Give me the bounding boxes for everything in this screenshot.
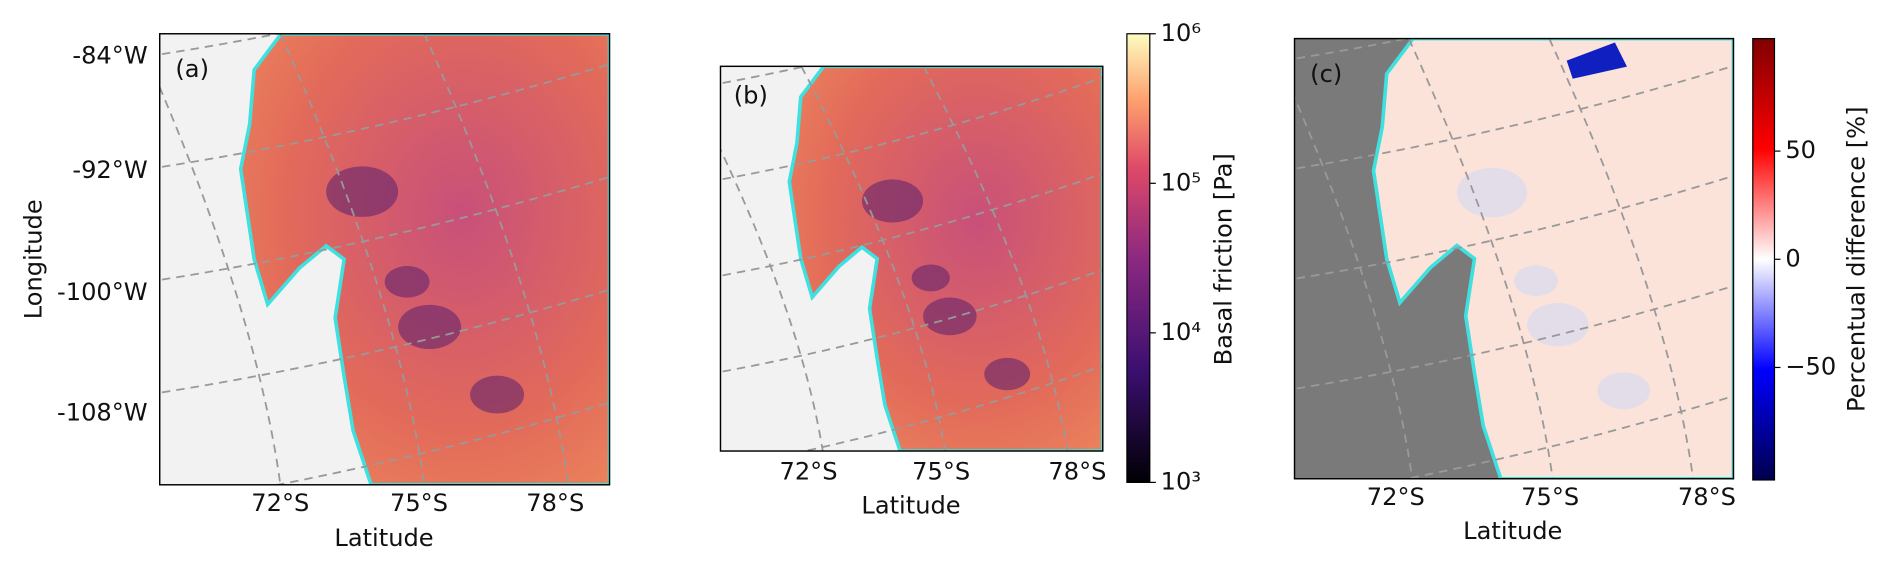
x-axis-title: Latitude <box>334 524 433 552</box>
y-tick-label: -84°W <box>72 42 147 70</box>
texture <box>1527 303 1589 347</box>
graticule <box>720 76 1103 181</box>
colorbar <box>1752 37 1776 481</box>
x-tick-label: 75°S <box>1521 483 1579 511</box>
texture <box>398 304 462 350</box>
texture <box>326 166 399 217</box>
graticule <box>1401 395 1734 479</box>
axes-frame <box>1293 37 1735 480</box>
map-panel: (b) 72°S 75°S 78°S Latitude <box>719 65 1106 519</box>
x-tick-label: 75°S <box>912 458 970 486</box>
panel-label: (c) <box>1310 60 1342 88</box>
colorbar <box>1126 33 1151 483</box>
graticule <box>279 33 426 485</box>
texture <box>1514 265 1558 297</box>
colorbar-tick-label: 50 <box>1785 136 1816 164</box>
colorbar-tick-label: 10⁴ <box>1161 318 1201 346</box>
x-tick-label: 78°S <box>526 489 584 517</box>
texture <box>1597 372 1651 410</box>
graticule <box>1294 64 1734 170</box>
axes-frame <box>159 33 611 486</box>
colorbar-tick-label: −50 <box>1785 352 1836 380</box>
ice-sheet <box>787 66 1103 452</box>
axes-frame <box>719 65 1104 452</box>
map <box>1294 38 1734 479</box>
graticule <box>922 66 1069 452</box>
graticule <box>159 288 610 394</box>
graticule <box>800 66 946 452</box>
map-panel: (c) 72°S 75°S 78°S Latitude <box>1293 37 1736 545</box>
graticule <box>1294 38 1412 60</box>
x-tick-label: 78°S <box>1048 458 1106 486</box>
panels: (a) 72°S 75°S 78°S Latitude -84°W -92°W -100°W -… <box>19 33 1736 552</box>
panel-label: (a) <box>175 55 209 83</box>
y-tick-label: -92°W <box>72 156 147 184</box>
graticule <box>1407 38 1554 479</box>
graticule <box>159 63 610 169</box>
texture <box>861 179 924 223</box>
graticule <box>423 33 570 485</box>
graticule <box>720 172 1103 277</box>
graticule <box>1548 38 1695 479</box>
x-tick-label: 72°S <box>251 489 309 517</box>
ice-sheet <box>1371 38 1734 479</box>
graticule <box>720 147 824 452</box>
graticule <box>720 268 1103 373</box>
graticule <box>159 33 283 56</box>
x-tick-label: 75°S <box>390 489 448 517</box>
colorbar-tick-label: 10³ <box>1161 467 1201 495</box>
graticule <box>159 175 610 281</box>
graticule <box>1294 95 1414 479</box>
colorbar-title: Basal friction [Pa] <box>1210 153 1238 365</box>
graticule <box>1294 284 1734 390</box>
texture <box>911 264 950 292</box>
texture <box>923 297 977 336</box>
y-tick-label: -108°W <box>57 399 148 427</box>
graticule <box>1294 174 1734 280</box>
colorbar-tick-label: 0 <box>1785 244 1800 272</box>
graticule <box>159 85 282 485</box>
colorbar-friction: Basal friction [Pa] <box>1126 33 1238 483</box>
panel-label: (b) <box>734 81 768 109</box>
texture <box>1456 168 1528 218</box>
texture <box>384 266 430 298</box>
y-axis-title: Longitude <box>19 199 47 319</box>
x-axis-title: Latitude <box>1463 517 1562 545</box>
x-tick-label: 72°S <box>779 458 837 486</box>
anomaly <box>1566 42 1627 79</box>
texture <box>984 357 1031 391</box>
x-axis-title: Latitude <box>861 491 960 519</box>
ice-sheet <box>238 33 610 485</box>
map-panel: (a) 72°S 75°S 78°S Latitude -84°W -92°W -100°W -… <box>19 33 611 552</box>
x-tick-label: 72°S <box>1367 483 1425 511</box>
colorbar-difference: Percentual difference [%] <box>1752 37 1871 481</box>
x-tick-label: 78°S <box>1678 483 1736 511</box>
texture <box>470 375 525 414</box>
map <box>720 66 1103 452</box>
graticule <box>800 365 1103 452</box>
y-tick-label: -100°W <box>57 278 148 306</box>
colorbar-tick-label: 10⁵ <box>1161 168 1201 196</box>
colorbar-tick-label: 10⁶ <box>1161 19 1201 47</box>
map <box>159 33 610 485</box>
colorbar-title: Percentual difference [%] <box>1843 107 1871 413</box>
